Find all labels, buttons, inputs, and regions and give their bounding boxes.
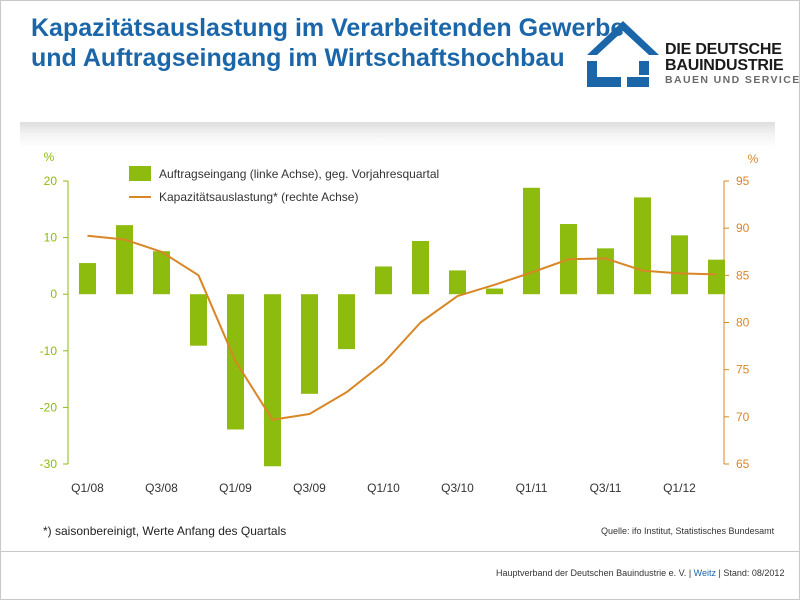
footer-org: Hauptverband der Deutschen Bauindustrie …	[496, 568, 687, 578]
left-tick-label: 20	[44, 174, 58, 188]
footer-divider	[1, 551, 799, 552]
bar	[190, 294, 207, 346]
source-note: Quelle: ifo Institut, Statistisches Bund…	[601, 526, 775, 536]
right-axis-unit: %	[748, 152, 759, 166]
left-tick-label: -20	[40, 400, 58, 414]
page-title: Kapazitätsauslastung im Verarbeitenden G…	[31, 13, 625, 73]
line-series	[87, 234, 717, 421]
x-tick-label: Q3/09	[293, 481, 326, 495]
right-tick-label: 75	[736, 363, 750, 377]
bar	[486, 288, 503, 295]
footnote: *) saisonbereinigt, Werte Anfang des Qua…	[43, 524, 287, 538]
legend-bar-swatch	[129, 166, 151, 181]
x-tick-label: Q1/10	[367, 481, 400, 495]
bar	[597, 248, 614, 295]
right-tick-label: 65	[736, 457, 750, 471]
combo-chart: % 20 10 0 -10 -20 -30% 95 90 85 80 75 70 65 Q1/08 Q3/08…	[40, 150, 759, 495]
footer-separator: |	[718, 568, 721, 578]
left-tick-label: -30	[40, 457, 58, 471]
bar	[301, 294, 318, 394]
bar	[412, 240, 429, 295]
x-tick-label: Q3/11	[590, 481, 622, 495]
bar	[523, 187, 540, 295]
bar	[671, 235, 688, 295]
legend-bar-label: Auftragseingang (linke Achse), geg. Vorj…	[159, 167, 439, 181]
bar	[338, 294, 355, 350]
right-tick-label: 90	[736, 221, 750, 235]
x-tick-label: Q1/12	[663, 481, 696, 495]
x-tick-label: Q3/10	[441, 481, 474, 495]
logo-text-line-3: BAUEN UND SERVICES	[665, 74, 800, 86]
x-tick-label: Q3/08	[145, 481, 178, 495]
right-tick-label: 80	[736, 316, 750, 330]
bar	[634, 197, 651, 295]
left-tick-label: 0	[50, 287, 57, 301]
logo: DIE DEUTSCHE BAUINDUSTRIE BAUEN UND SERV…	[585, 17, 799, 89]
chart-panel	[20, 122, 775, 542]
bar	[264, 294, 281, 467]
bar	[375, 266, 392, 295]
left-tick-label: 10	[44, 231, 58, 245]
x-tick-label: Q1/11	[516, 481, 548, 495]
house-logo-icon	[587, 21, 659, 87]
left-tick-label: -10	[40, 344, 58, 358]
footer-author: Weitz	[693, 568, 717, 578]
logo-text-line-2: BAUINDUSTRIE	[665, 57, 784, 74]
bar	[79, 263, 96, 295]
right-tick-label: 70	[736, 410, 750, 424]
x-tick-label: Q1/08	[71, 481, 104, 495]
x-tick-label: Q1/09	[219, 481, 252, 495]
footer-separator: |	[688, 568, 692, 578]
bar	[153, 251, 170, 295]
logo-text-line-1: DIE DEUTSCHE	[665, 41, 782, 58]
title-line-1: Kapazitätsauslastung im Verarbeitenden G…	[31, 14, 625, 42]
right-tick-label: 85	[736, 268, 750, 282]
footer: Hauptverband der Deutschen Bauindustrie …	[496, 568, 784, 578]
legend-line-label: Kapazitätsauslastung* (rechte Achse)	[159, 190, 358, 204]
right-tick-label: 95	[736, 174, 750, 188]
left-axis-unit: %	[44, 150, 55, 164]
bar	[708, 259, 725, 295]
bar	[449, 270, 466, 295]
footer-stand: Stand: 08/2012	[723, 568, 785, 578]
title-line-2: und Auftragseingang im Wirtschaftshochba…	[31, 44, 565, 72]
bar	[116, 225, 133, 295]
